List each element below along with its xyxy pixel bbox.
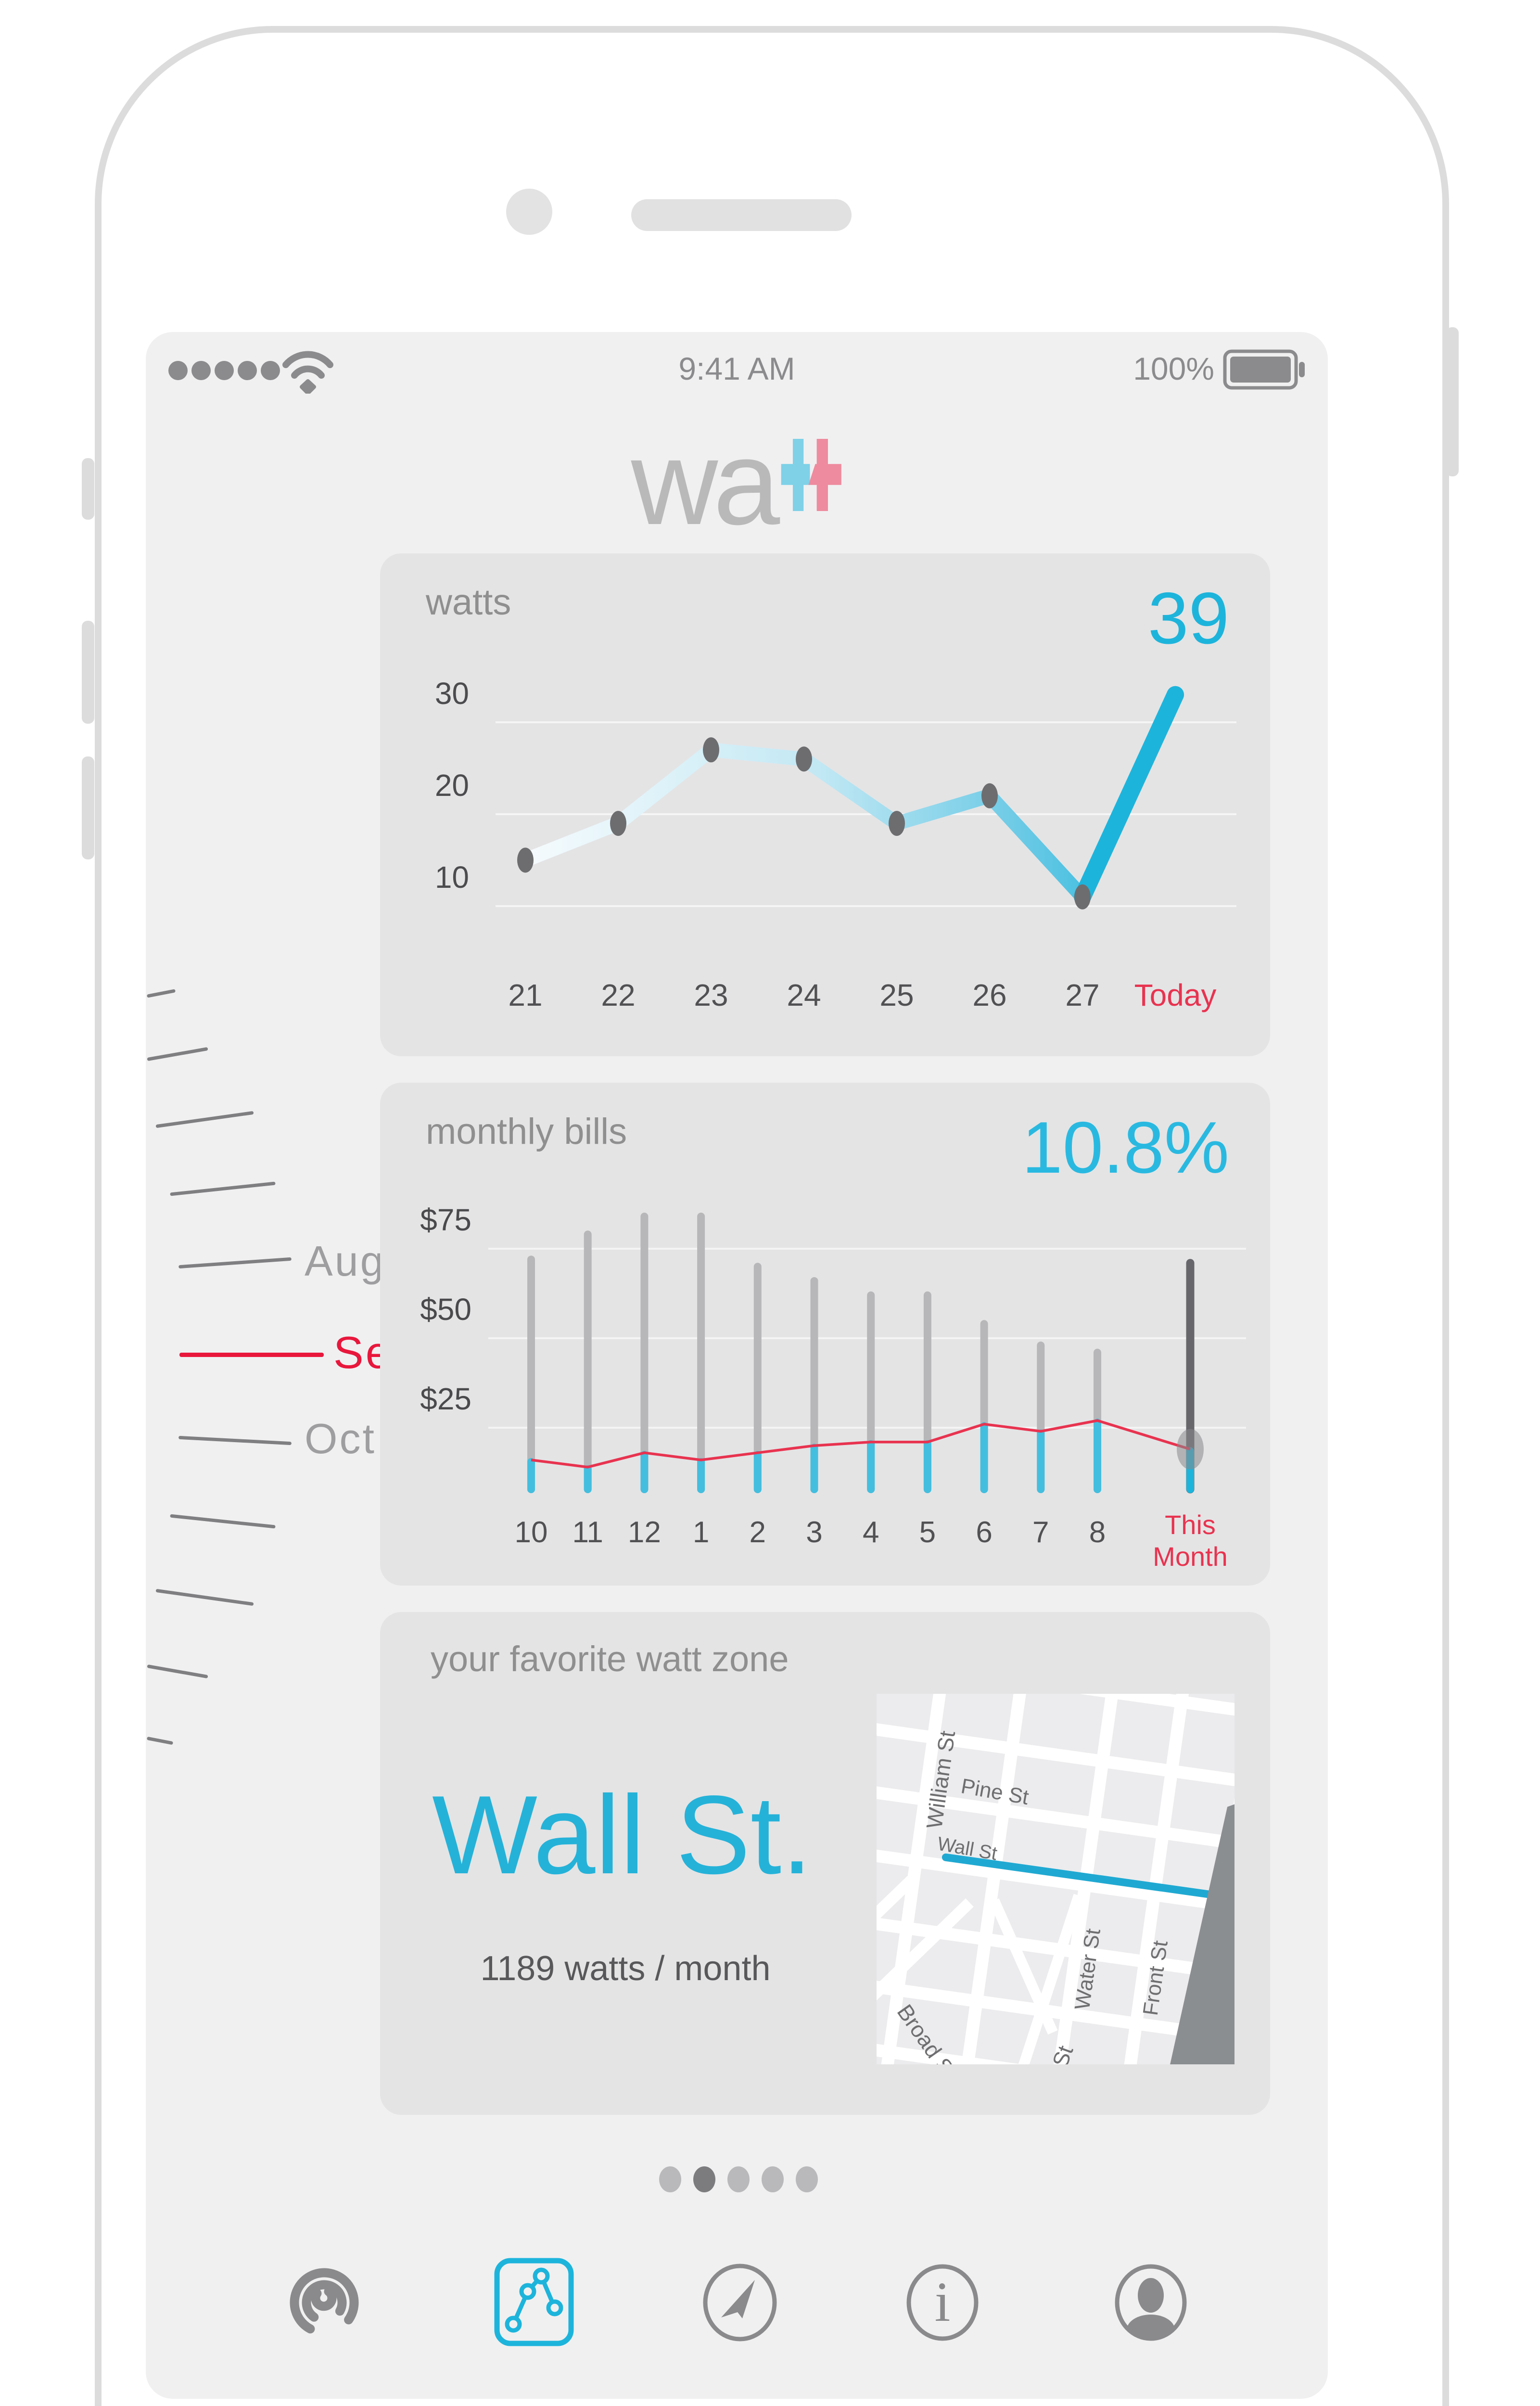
- logo-text: wa: [631, 415, 780, 550]
- x-axis-label: 7: [1032, 1516, 1049, 1549]
- mute-switch[interactable]: [82, 458, 94, 520]
- map-street: [877, 1694, 887, 2064]
- page-dot[interactable]: [727, 2166, 750, 2192]
- ruler-tick: [146, 1736, 174, 1745]
- profile-icon[interactable]: [1105, 2257, 1196, 2348]
- zone-card-title: your favorite watt zone: [431, 1639, 789, 1679]
- bills-percent-value: 10.8%: [1022, 1107, 1229, 1189]
- trend-line: [531, 1419, 1191, 1469]
- spiral-icon[interactable]: [279, 2257, 370, 2348]
- front-camera: [506, 189, 552, 235]
- logo-plus-plus-icon: [781, 439, 842, 511]
- app-screen: 9:41 AM 100% wa watts 39 30 20 10 21 22 23 24 2…: [146, 332, 1328, 2399]
- current-month-dot: [1177, 1429, 1204, 1470]
- data-point-dot: [610, 811, 626, 836]
- volume-down-button[interactable]: [82, 756, 94, 859]
- navigation-arrow-icon[interactable]: [694, 2257, 786, 2348]
- x-axis-label-current: Month: [1153, 1541, 1228, 1572]
- ruler-tick: [147, 1047, 208, 1062]
- x-axis-label: 10: [515, 1516, 548, 1549]
- map-street: [989, 1898, 1058, 2035]
- x-axis-label: 21: [508, 978, 542, 1012]
- y-axis-label: 20: [435, 768, 469, 803]
- x-axis-label: 25: [879, 978, 914, 1012]
- page-dot-active[interactable]: [693, 2166, 715, 2192]
- month-ruler-item-oct[interactable]: Oct: [305, 1415, 376, 1462]
- x-axis-label: 11: [573, 1516, 603, 1549]
- data-point-dot: [796, 746, 812, 772]
- month-ruler-item-aug[interactable]: Aug: [305, 1237, 386, 1285]
- ruler-tick: [170, 1514, 276, 1529]
- signal-dot: [261, 361, 280, 380]
- data-point-dot: [889, 811, 905, 836]
- y-axis-label: $50: [420, 1292, 471, 1327]
- y-axis-label: 10: [435, 860, 469, 895]
- battery-icon: [1223, 349, 1305, 390]
- line-chart-tab-icon[interactable]: [488, 2257, 580, 2348]
- ruler-tick: [147, 1664, 208, 1679]
- x-axis-label: 5: [919, 1516, 936, 1549]
- ruler-tick: [146, 989, 176, 998]
- info-icon[interactable]: i: [897, 2257, 988, 2348]
- watts-line-chart: 30 20 10 21 22 23 24 25 26 27 Today: [435, 676, 1236, 1012]
- signal-dot: [238, 361, 257, 380]
- favorite-zone-card[interactable]: your favorite watt zone Wall St. 1189 wa…: [380, 1612, 1270, 2115]
- x-axis-label: 2: [750, 1516, 766, 1549]
- y-axis-label: $75: [420, 1203, 471, 1237]
- zone-name: Wall St.: [432, 1773, 813, 1897]
- x-axis-label-current: This: [1165, 1510, 1216, 1540]
- watts-card[interactable]: watts 39 30 20 10 21 22 23 24 25 26 27 Today: [380, 553, 1270, 1056]
- monthly-bills-card[interactable]: monthly bills 10.8% $75 $50 $25 10 11 12 1 2 3 4 5…: [380, 1083, 1270, 1586]
- data-point-dot: [1074, 884, 1091, 909]
- page-dot[interactable]: [762, 2166, 784, 2192]
- x-axis-label: 8: [1089, 1516, 1106, 1549]
- svg-text:i: i: [935, 2270, 951, 2333]
- map-street: [877, 1838, 1235, 1928]
- bills-card-title: monthly bills: [426, 1111, 627, 1152]
- ruler-tick: [170, 1181, 276, 1196]
- data-point-dot: [703, 737, 719, 763]
- signal-dot: [168, 361, 188, 380]
- battery-percent: 100%: [1133, 351, 1214, 386]
- signal-dot: [191, 361, 211, 380]
- x-axis-label: 24: [787, 978, 821, 1012]
- page-dot[interactable]: [659, 2166, 681, 2192]
- y-axis-label: $25: [420, 1382, 471, 1416]
- x-axis-label: 6: [976, 1516, 992, 1549]
- x-axis-label: 26: [972, 978, 1006, 1012]
- ruler-tick: [155, 1111, 254, 1128]
- x-axis-label: 3: [806, 1516, 822, 1549]
- x-axis-label: 1: [693, 1516, 709, 1549]
- page-dot[interactable]: [796, 2166, 818, 2192]
- y-axis-label: 30: [435, 676, 469, 711]
- watts-card-title: watts: [426, 582, 511, 623]
- volume-up-button[interactable]: [82, 621, 94, 724]
- x-axis-label: 4: [863, 1516, 879, 1549]
- zone-usage: 1189 watts / month: [480, 1949, 771, 1988]
- wifi-icon: [282, 351, 333, 394]
- data-point-dot: [517, 847, 534, 873]
- x-axis-label: Today: [1134, 978, 1217, 1012]
- ruler-tick: [178, 1257, 292, 1269]
- ruler-tick: [178, 1435, 292, 1446]
- x-axis-label: 12: [628, 1516, 661, 1549]
- watts-today-value: 39: [1147, 577, 1229, 659]
- x-axis-label: 22: [601, 978, 635, 1012]
- earpiece-speaker: [631, 199, 852, 231]
- x-axis-label: 27: [1065, 978, 1099, 1012]
- status-time: 9:41 AM: [678, 351, 795, 386]
- data-point-dot: [981, 783, 998, 808]
- ruler-tick: [155, 1588, 254, 1606]
- selected-month-marker: [179, 1353, 324, 1357]
- today-data-point: [1167, 686, 1184, 704]
- watt-logo: wa: [146, 415, 1328, 550]
- x-axis-label: 23: [694, 978, 728, 1012]
- signal-dot: [215, 361, 234, 380]
